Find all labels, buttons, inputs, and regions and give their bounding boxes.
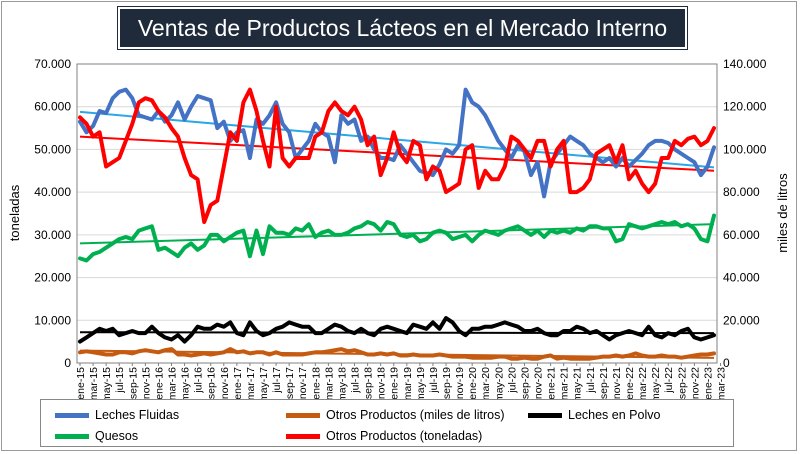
y-tick-label-right: 140.000 bbox=[723, 57, 767, 71]
y-tick-label-left: 10.000 bbox=[34, 313, 71, 327]
legend-label: Otros Productos (toneladas) bbox=[326, 429, 483, 443]
x-tick-label: nov-20 bbox=[533, 367, 545, 399]
legend-swatch bbox=[55, 412, 89, 418]
x-tick-label: sep-22 bbox=[676, 367, 688, 399]
legend-swatch bbox=[286, 433, 320, 439]
x-tick-label: ene-17 bbox=[232, 367, 244, 400]
x-tick-label: nov-18 bbox=[376, 367, 388, 399]
trend-line bbox=[79, 331, 715, 335]
chart-legend: Leches Fluidas Otros Productos (miles de… bbox=[40, 399, 734, 447]
x-tick-label: jul-17 bbox=[271, 367, 283, 394]
y-tick-label-left: 40.000 bbox=[34, 185, 71, 199]
x-tick-label: mar-20 bbox=[480, 367, 492, 400]
legend-item-otros-productos-toneladas: Otros Productos (toneladas) bbox=[286, 428, 482, 444]
y-axis-left: 0 10.000 20.000 30.000 40.000 50.000 60.000 70.… bbox=[34, 57, 71, 370]
x-tick-label: may-22 bbox=[650, 367, 662, 402]
x-tick-label: may-16 bbox=[180, 367, 192, 402]
x-axis: ene-15 mar-15 may-15 jul-15 sep-15 nov-15 ene-… bbox=[75, 363, 728, 402]
x-tick-label: sep-15 bbox=[127, 367, 139, 399]
x-tick-label: jul-20 bbox=[506, 367, 518, 394]
legend-item-otros-productos-litros: Otros Productos (miles de litros) bbox=[286, 407, 505, 423]
y-tick-label-right: 20.000 bbox=[723, 313, 760, 327]
x-tick-label: mar-18 bbox=[323, 367, 335, 400]
legend-item-quesos: Quesos bbox=[55, 428, 138, 444]
x-tick-label: jul-22 bbox=[663, 367, 675, 394]
y-axis-left-label: toneladas bbox=[7, 184, 22, 241]
x-tick-label: may-18 bbox=[336, 367, 348, 402]
chart-title: Ventas de Productos Lácteos en el Mercad… bbox=[137, 14, 668, 41]
x-tick-label: sep-21 bbox=[598, 367, 610, 399]
y-axis-right: 0 20.000 40.000 60.000 80.000 100.000 120.000 1… bbox=[723, 57, 767, 370]
x-tick-label: ene-15 bbox=[75, 367, 87, 400]
y-tick-label-right: 80.000 bbox=[723, 185, 760, 199]
y-tick-label-left: 60.000 bbox=[34, 100, 71, 114]
x-tick-label: jul-21 bbox=[585, 367, 597, 394]
x-tick-label: jul-18 bbox=[350, 367, 362, 394]
x-tick-label: ene-22 bbox=[624, 367, 636, 400]
y-tick-label-right: 60.000 bbox=[723, 228, 760, 242]
series-lines bbox=[78, 87, 716, 361]
x-tick-label: sep-16 bbox=[206, 367, 218, 399]
x-tick-label: ene-20 bbox=[467, 367, 479, 400]
y-tick-label-left: 0 bbox=[64, 356, 71, 370]
legend-label: Leches en Polvo bbox=[568, 408, 661, 422]
x-tick-label: sep-18 bbox=[363, 367, 375, 399]
x-tick-label: mar-22 bbox=[637, 367, 649, 400]
x-tick-label: nov-16 bbox=[219, 367, 231, 399]
x-tick-label: mar-21 bbox=[559, 367, 571, 400]
y-tick-label-right: 100.000 bbox=[723, 142, 767, 156]
legend-swatch bbox=[286, 412, 320, 418]
x-tick-label: ene-19 bbox=[389, 367, 401, 400]
x-tick-label: may-21 bbox=[572, 367, 584, 402]
x-tick-label: nov-17 bbox=[297, 367, 309, 399]
x-tick-label: nov-15 bbox=[140, 367, 152, 399]
x-tick-label: may-19 bbox=[415, 367, 427, 402]
series-line bbox=[78, 87, 716, 224]
series-line bbox=[78, 316, 716, 344]
x-tick-label: sep-19 bbox=[441, 367, 453, 399]
x-tick-label: ene-23 bbox=[702, 367, 714, 400]
x-tick-label: nov-21 bbox=[611, 367, 623, 399]
legend-label: Leches Fluidas bbox=[95, 408, 180, 422]
series-line bbox=[78, 347, 716, 361]
x-tick-label: may-17 bbox=[258, 367, 270, 402]
legend-label: Otros Productos (miles de litros) bbox=[326, 408, 505, 422]
y-tick-label-right: 40.000 bbox=[723, 271, 760, 285]
y-tick-label-left: 30.000 bbox=[34, 228, 71, 242]
legend-swatch bbox=[528, 412, 562, 418]
x-tick-label: ene-16 bbox=[153, 367, 165, 400]
x-tick-label: mar-17 bbox=[245, 367, 257, 400]
y-tick-label-right: 120.000 bbox=[723, 100, 767, 114]
x-tick-label: nov-19 bbox=[454, 367, 466, 399]
x-tick-label: mar-23 bbox=[716, 367, 728, 400]
chart-title-box: Ventas de Productos Lácteos en el Mercad… bbox=[118, 7, 687, 49]
x-tick-label: sep-20 bbox=[519, 367, 531, 399]
legend-item-leches-en-polvo: Leches en Polvo bbox=[528, 407, 660, 423]
series-line bbox=[78, 213, 716, 263]
x-tick-label: jul-19 bbox=[428, 367, 440, 394]
x-tick-label: ene-21 bbox=[546, 367, 558, 400]
y-axis-right-label: miles de litros bbox=[775, 173, 790, 253]
x-tick-label: may-15 bbox=[101, 367, 113, 402]
y-tick-label-left: 50.000 bbox=[34, 142, 71, 156]
series-line bbox=[78, 87, 716, 199]
y-tick-label-left: 20.000 bbox=[34, 271, 71, 285]
x-tick-label: nov-22 bbox=[689, 367, 701, 399]
y-tick-label-left: 70.000 bbox=[34, 57, 71, 71]
x-tick-label: jul-15 bbox=[114, 367, 126, 394]
x-tick-label: may-20 bbox=[493, 367, 505, 402]
legend-swatch bbox=[55, 433, 89, 439]
x-tick-label: mar-19 bbox=[402, 367, 414, 400]
x-tick-label: mar-15 bbox=[88, 367, 100, 400]
legend-item-leches-fluidas: Leches Fluidas bbox=[55, 407, 179, 423]
y-tick-label-right: 0 bbox=[723, 356, 730, 370]
x-tick-label: jul-16 bbox=[193, 367, 205, 394]
legend-label: Quesos bbox=[95, 429, 139, 443]
x-tick-label: mar-16 bbox=[167, 367, 179, 400]
x-tick-label: ene-18 bbox=[310, 367, 322, 400]
x-tick-label: sep-17 bbox=[284, 367, 296, 399]
plot-border bbox=[76, 63, 718, 364]
